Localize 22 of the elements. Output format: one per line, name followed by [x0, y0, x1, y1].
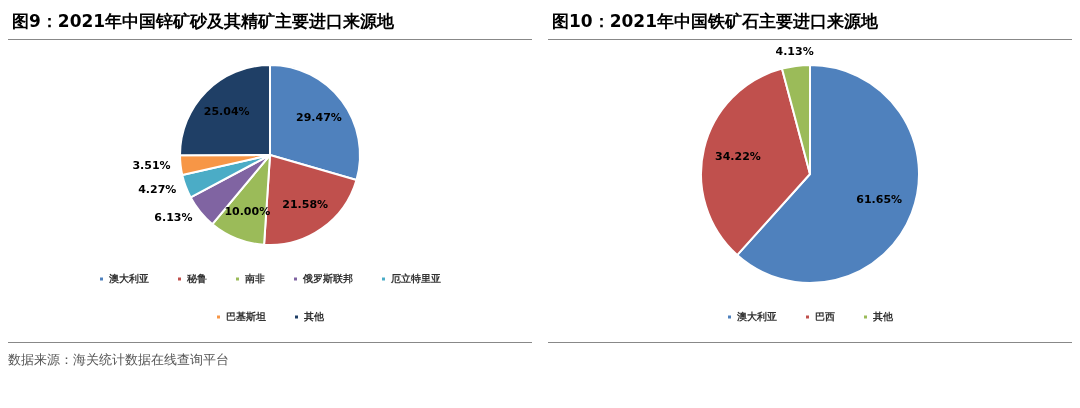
- legend-label: 其他: [872, 310, 894, 322]
- chart-title: 图9：2021年中国锌矿砂及其精矿主要进口来源地: [8, 8, 532, 40]
- legend-label: 秘鲁: [186, 272, 207, 284]
- source-note: 数据来源：海关统计数据在线查询平台: [8, 351, 230, 369]
- data-label: 34.22%: [715, 149, 761, 163]
- legend-label: 俄罗斯联邦: [302, 272, 353, 284]
- data-label: 29.47%: [295, 111, 342, 125]
- legend-label: 巴西: [815, 310, 835, 322]
- legend-label: 澳大利亚: [736, 310, 777, 322]
- legend-label: 巴基斯坦: [226, 310, 266, 322]
- legend-label: 南非: [244, 272, 265, 284]
- legend-label: 厄立特里亚: [390, 272, 441, 284]
- data-label: 21.58%: [282, 197, 329, 211]
- data-label: 6.13%: [154, 211, 193, 225]
- chart-title: 图10：2021年中国铁矿石主要进口来源地: [548, 8, 1072, 40]
- data-label: 4.13%: [775, 44, 814, 58]
- data-label: 61.65%: [856, 193, 903, 207]
- legend-label: 其他: [303, 310, 325, 322]
- data-label: 3.51%: [132, 159, 171, 173]
- legend-label: 澳大利亚: [108, 272, 149, 284]
- data-label: 4.27%: [138, 182, 177, 196]
- data-label: 25.04%: [203, 104, 250, 118]
